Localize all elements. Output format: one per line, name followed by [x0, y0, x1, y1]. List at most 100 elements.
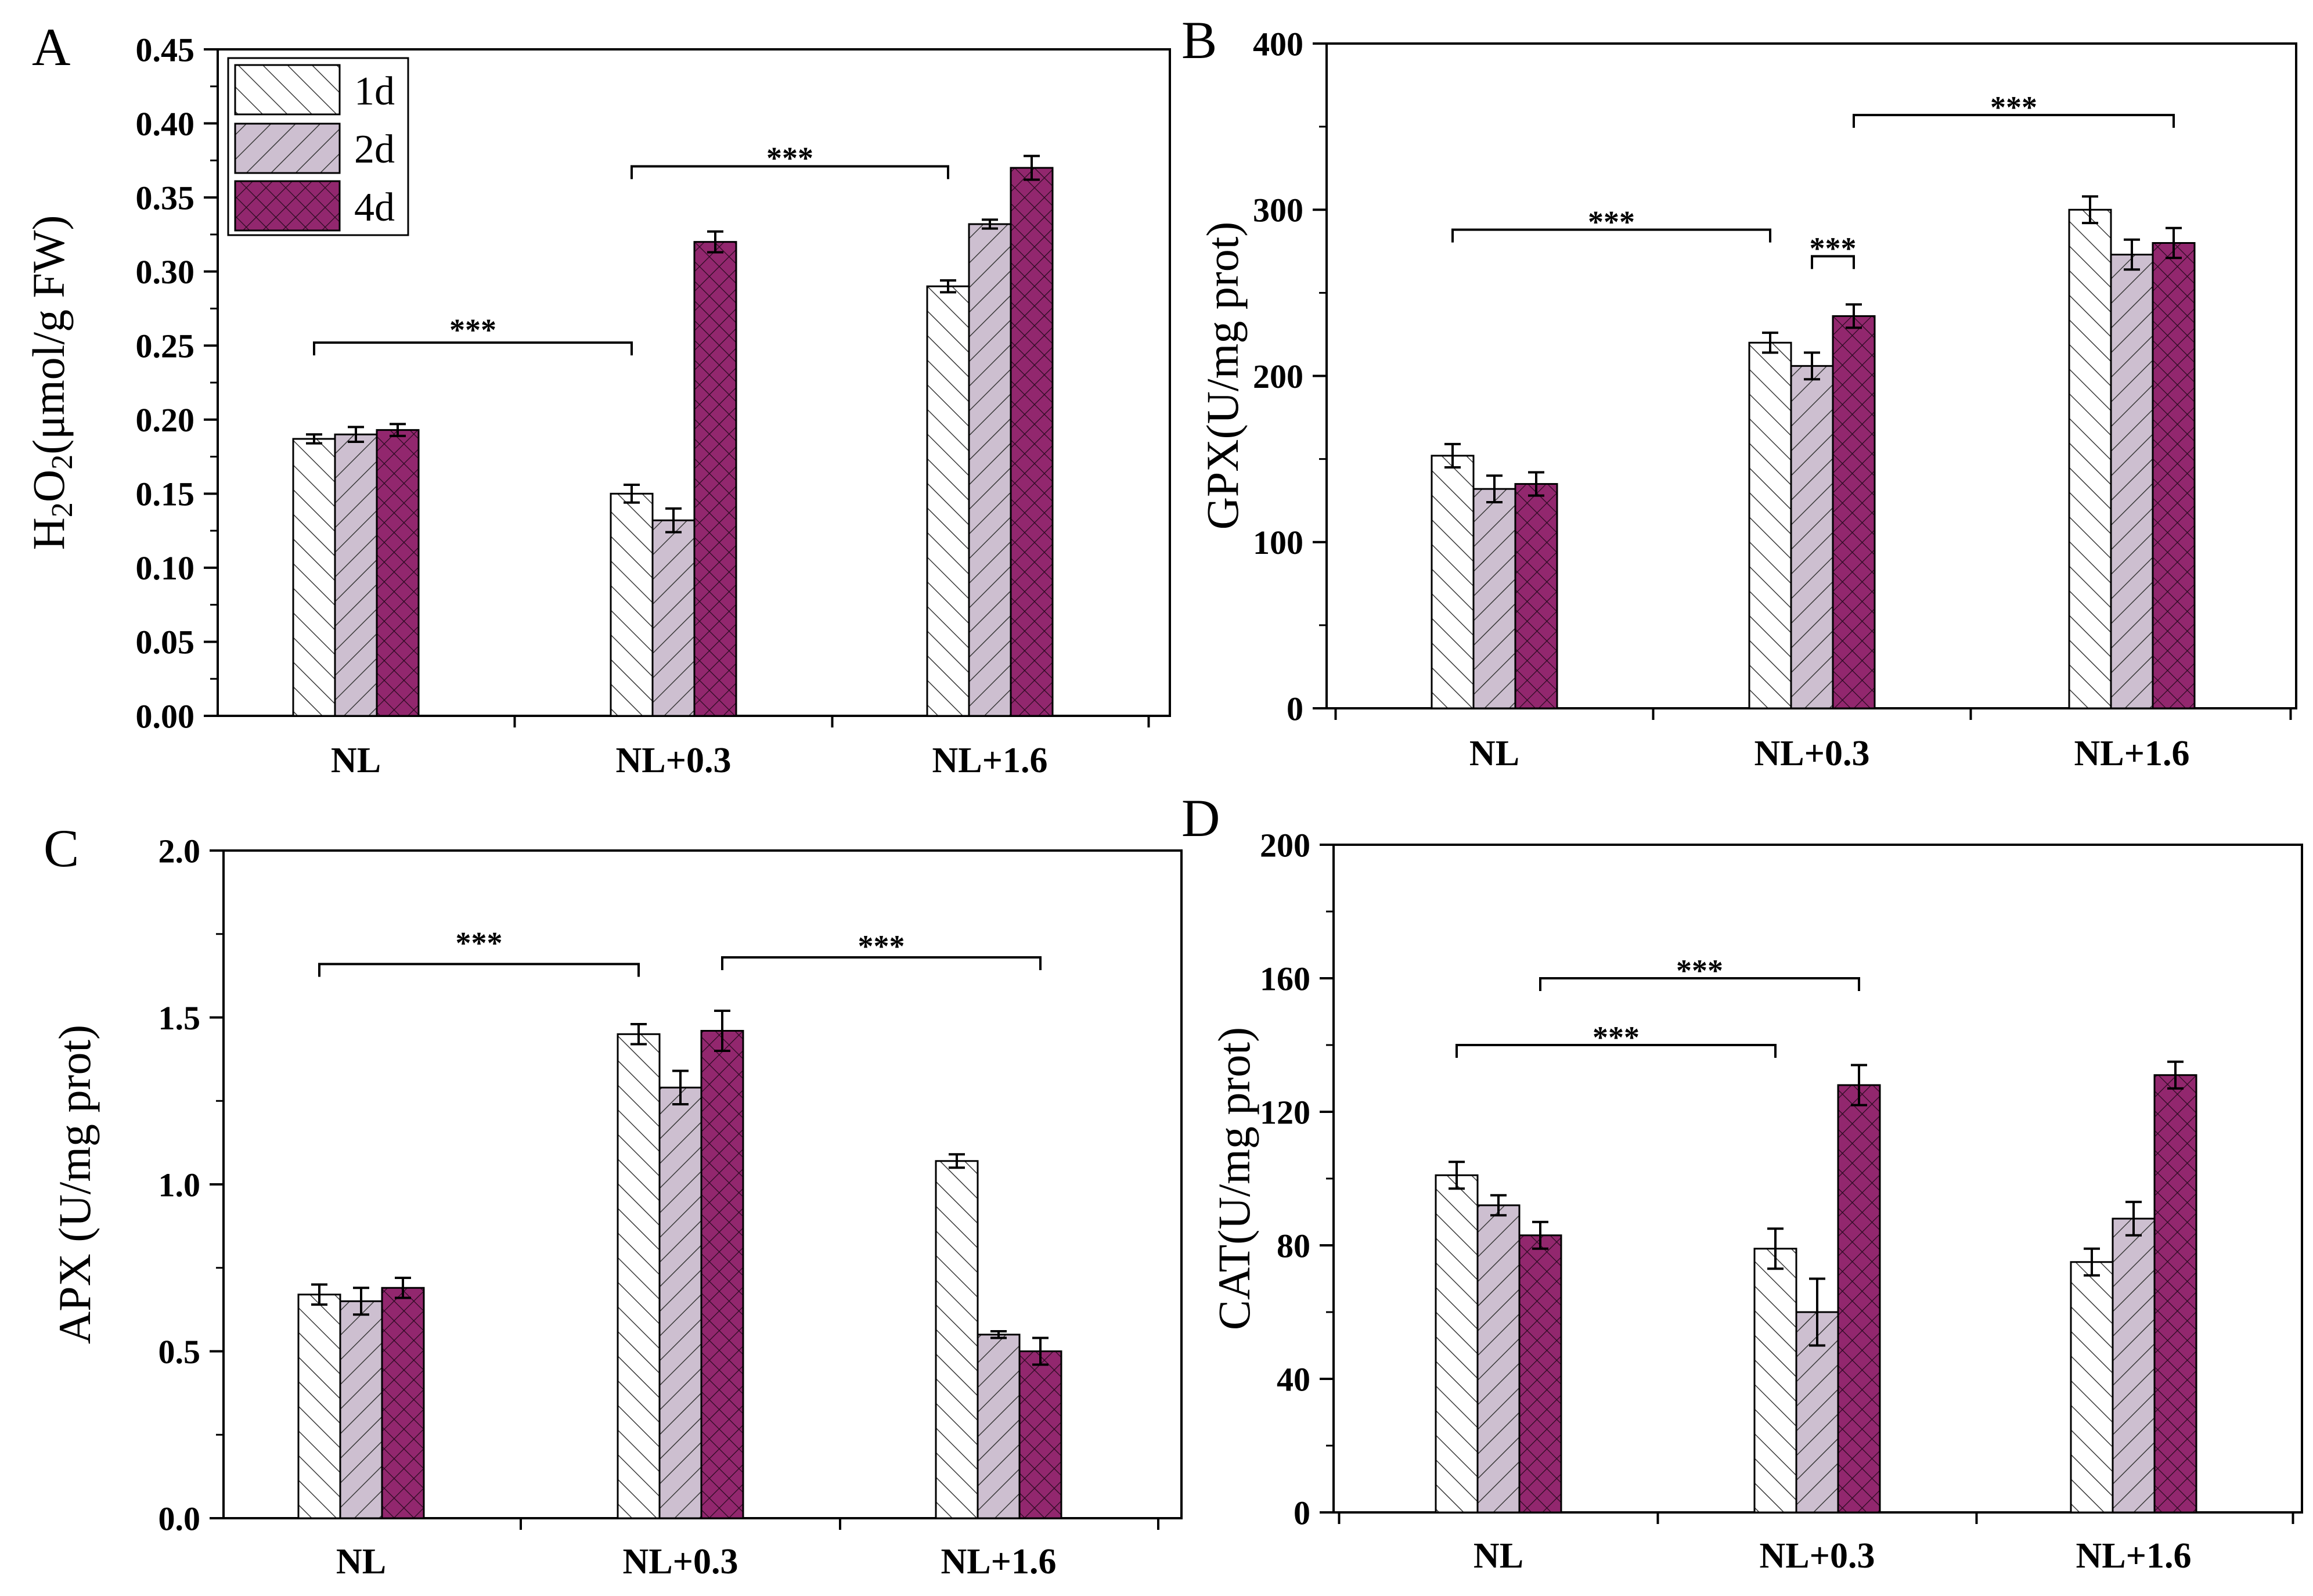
panel-b-y-axis-label: GPX(U/mg prot) [1197, 222, 1248, 530]
panel-b-bar-2d [1790, 365, 1834, 709]
panel-d-bar-4d [1837, 1084, 1881, 1514]
panel-d-x-category-label: NL+0.3 [1760, 1536, 1875, 1576]
legend-swatch-1d [234, 64, 341, 116]
panel-c-y-axis-label: APX (U/mg prot) [49, 1025, 100, 1344]
panel-d-bar-4d [2153, 1074, 2197, 1514]
panel-c-significance-label: *** [456, 925, 503, 960]
panel-b-bar-4d [1514, 483, 1558, 709]
panel-c-x-category-label: NL+0.3 [623, 1542, 738, 1581]
panel-d-y-tick-label: 40 [1277, 1360, 1310, 1398]
panel-b-bar-1d [2068, 208, 2112, 709]
panel-b-y-tick-label: 300 [1253, 192, 1303, 229]
panel-b-y-tick-label: 200 [1253, 358, 1303, 395]
panel-b-x-category-label: NL [1469, 734, 1519, 773]
panel-b-significance-bracket [1811, 255, 1855, 269]
panel-c-bar-2d [339, 1300, 383, 1519]
panel-d-y-tick-label: 120 [1260, 1093, 1310, 1131]
panel-a-bar-1d [292, 438, 336, 717]
panel-a-y-tick-label: 0.25 [136, 327, 195, 365]
panel-d-significance-bracket [1539, 977, 1860, 991]
panel-b-y-tick-label: 0 [1287, 690, 1303, 727]
panel-a-x-category-label: NL+0.3 [616, 741, 732, 780]
panel-a-bar-4d [1010, 167, 1054, 717]
panel-a-y-tick-label: 0.20 [136, 401, 195, 439]
panel-a-significance-bracket [313, 341, 633, 356]
panel-d-y-tick-label: 200 [1260, 826, 1310, 864]
panel-c-x-category-label: NL [336, 1542, 386, 1581]
panel-d-y-tick-label: 160 [1260, 960, 1310, 997]
panel-c-significance-bracket [721, 956, 1042, 970]
panel-d-bar-2d [2112, 1217, 2156, 1514]
panel-c-x-category-label: NL+1.6 [941, 1542, 1057, 1581]
panel-a-bar-2d [334, 433, 378, 717]
panel-c-significance-label: *** [858, 929, 905, 964]
panel-a-y-tick-label: 0.00 [136, 697, 195, 735]
panel-d-bar-1d [1435, 1174, 1479, 1514]
panel-c-y-tick-label: 1.5 [158, 999, 201, 1037]
panel-c-bar-1d [935, 1160, 979, 1519]
panel-d-significance-bracket [1455, 1044, 1777, 1058]
legend: 1d 2d 4d [227, 57, 409, 236]
panel-d-bar-1d [1753, 1248, 1797, 1514]
panel-d-significance-label: *** [1676, 953, 1723, 988]
panel-a-bar-4d [693, 241, 737, 717]
panel-b-significance-label: *** [1588, 204, 1635, 239]
panel-b-significance-label: *** [1810, 231, 1857, 266]
panel-c-y-tick-label: 0.0 [158, 1500, 201, 1537]
panel-a-letter: A [32, 17, 70, 77]
legend-swatch-4d [234, 180, 341, 232]
panel-a-significance-label: *** [766, 141, 813, 176]
panel-d-bar-2d [1476, 1204, 1521, 1514]
panel-d-bar-4d [1518, 1234, 1562, 1514]
panel-c-bar-2d [658, 1086, 702, 1519]
legend-label-2d: 2d [354, 127, 395, 172]
panel-c-bar-1d [297, 1294, 341, 1519]
panel-c-bar-2d [977, 1334, 1021, 1519]
panel-a-x-category-label: NL+1.6 [932, 741, 1048, 780]
panel-a-chart: A 0.00 0.05 0.10 0.15 0.20 0.25 0.30 0.35 0.40 0.… [23, 17, 1171, 780]
panel-a-y-tick-label: 0.35 [136, 179, 195, 217]
panel-d-y-tick-label: 80 [1277, 1227, 1310, 1264]
panel-b-significance-bracket [1451, 228, 1771, 243]
panel-c-y-tick-label: 0.5 [158, 1333, 201, 1371]
panel-d-x-category-label: NL [1473, 1536, 1523, 1576]
panel-b-bar-1d [1748, 341, 1792, 709]
panel-a-bar-2d [968, 223, 1012, 717]
panel-b-letter: B [1181, 10, 1217, 70]
legend-label-4d: 4d [354, 185, 395, 230]
panel-d-x-category-label: NL+1.6 [2076, 1536, 2192, 1576]
panel-a-y-tick-label: 0.30 [136, 253, 195, 291]
panel-a-bar-1d [610, 492, 654, 717]
panel-a-y-tick-label: 0.15 [136, 475, 195, 513]
panel-a-x-category-label: NL [331, 741, 381, 780]
panel-c-bar-4d [1018, 1350, 1062, 1519]
panel-d-bar-1d [2070, 1261, 2114, 1514]
panel-a-bar-2d [651, 519, 696, 717]
panel-b-bar-2d [1472, 488, 1516, 709]
panel-c-y-tick-label: 1.0 [158, 1166, 201, 1204]
panel-c-letter: C [44, 819, 79, 878]
panel-b-significance-label: *** [1990, 90, 2037, 125]
panel-a-bar-1d [926, 285, 970, 717]
panel-b-bar-4d [1832, 315, 1876, 709]
panel-b-x-category-label: NL+1.6 [2074, 734, 2190, 773]
panel-a-y-tick-label: 0.45 [136, 31, 195, 69]
panel-a-y-tick-label: 0.40 [136, 105, 195, 143]
panel-d-significance-label: *** [1593, 1020, 1640, 1055]
panel-c-chart: C 0.0 0.5 1.0 1.5 2.0 NL NL+0.3 NL+1.6 *** *** A… [44, 819, 1183, 1581]
panel-b-significance-bracket [1853, 114, 2175, 128]
panel-c-bar-4d [381, 1287, 425, 1519]
panel-a-y-axis-label: H2O2(μmol/g FW) [23, 215, 79, 550]
legend-label-1d: 1d [354, 69, 395, 114]
panel-d-chart: D 0 40 80 120 160 200 NL NL+0.3 NL+1.6 *** *** CA… [1181, 788, 2303, 1576]
panel-d-y-tick-label: 0 [1294, 1494, 1310, 1532]
panel-a-y-tick-label: 0.05 [136, 624, 195, 661]
panel-a-significance-bracket [631, 165, 949, 179]
panel-b-bar-1d [1431, 455, 1475, 709]
panel-b-x-category-label: NL+0.3 [1754, 734, 1870, 773]
panel-c-bar-4d [700, 1030, 744, 1519]
panel-c-significance-bracket [318, 963, 640, 977]
panel-b-y-tick-label: 400 [1253, 25, 1303, 63]
panel-b-bar-4d [2152, 242, 2196, 709]
